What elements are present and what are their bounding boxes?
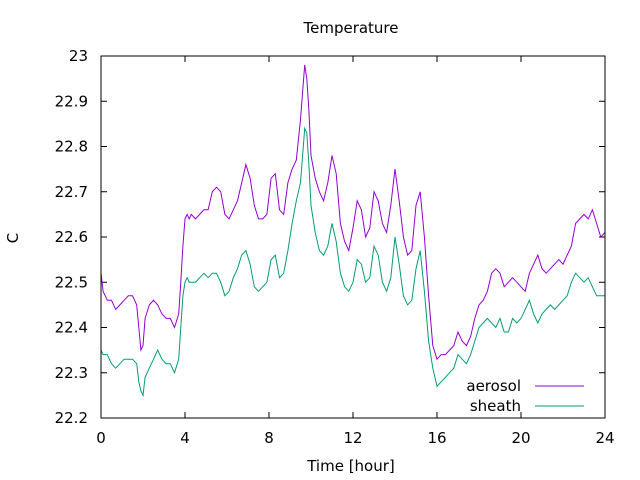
y-tick-label: 22.4: [55, 319, 88, 337]
plot-frame: [100, 55, 606, 419]
y-tick-label: 22.2: [55, 409, 88, 427]
x-tick-label: 8: [264, 429, 274, 447]
y-tick-label: 23: [69, 47, 88, 65]
x-tick-label: 12: [343, 429, 362, 447]
y-tick-label: 22.8: [55, 138, 88, 156]
x-tick-label: 20: [511, 429, 530, 447]
x-tick-label: 4: [180, 429, 190, 447]
y-tick-label: 22.7: [55, 183, 88, 201]
legend-label: aerosol: [466, 377, 521, 395]
series-line-aerosol: [100, 64, 606, 361]
legend: aerosol sheath: [466, 377, 584, 415]
x-tick-label: 0: [96, 429, 106, 447]
series-lines: [100, 64, 606, 398]
chart-title: Temperature: [302, 19, 398, 37]
y-tick-label: 22.6: [55, 228, 88, 246]
axis-ticks: 22.2 22.3 22.4 22.5 22.6 22.7 22.8 22.9 23 0 4 8 12 1…: [55, 47, 615, 447]
x-axis-label: Time [hour]: [306, 457, 395, 475]
y-axis-label: C: [4, 233, 22, 243]
y-tick-label: 22.9: [55, 92, 88, 110]
series-line-sheath: [100, 126, 605, 398]
x-tick-label: 24: [595, 429, 614, 447]
y-tick-label: 22.5: [55, 273, 88, 291]
y-tick-label: 22.3: [55, 364, 88, 382]
x-tick-label: 16: [427, 429, 446, 447]
legend-label: sheath: [470, 397, 521, 415]
